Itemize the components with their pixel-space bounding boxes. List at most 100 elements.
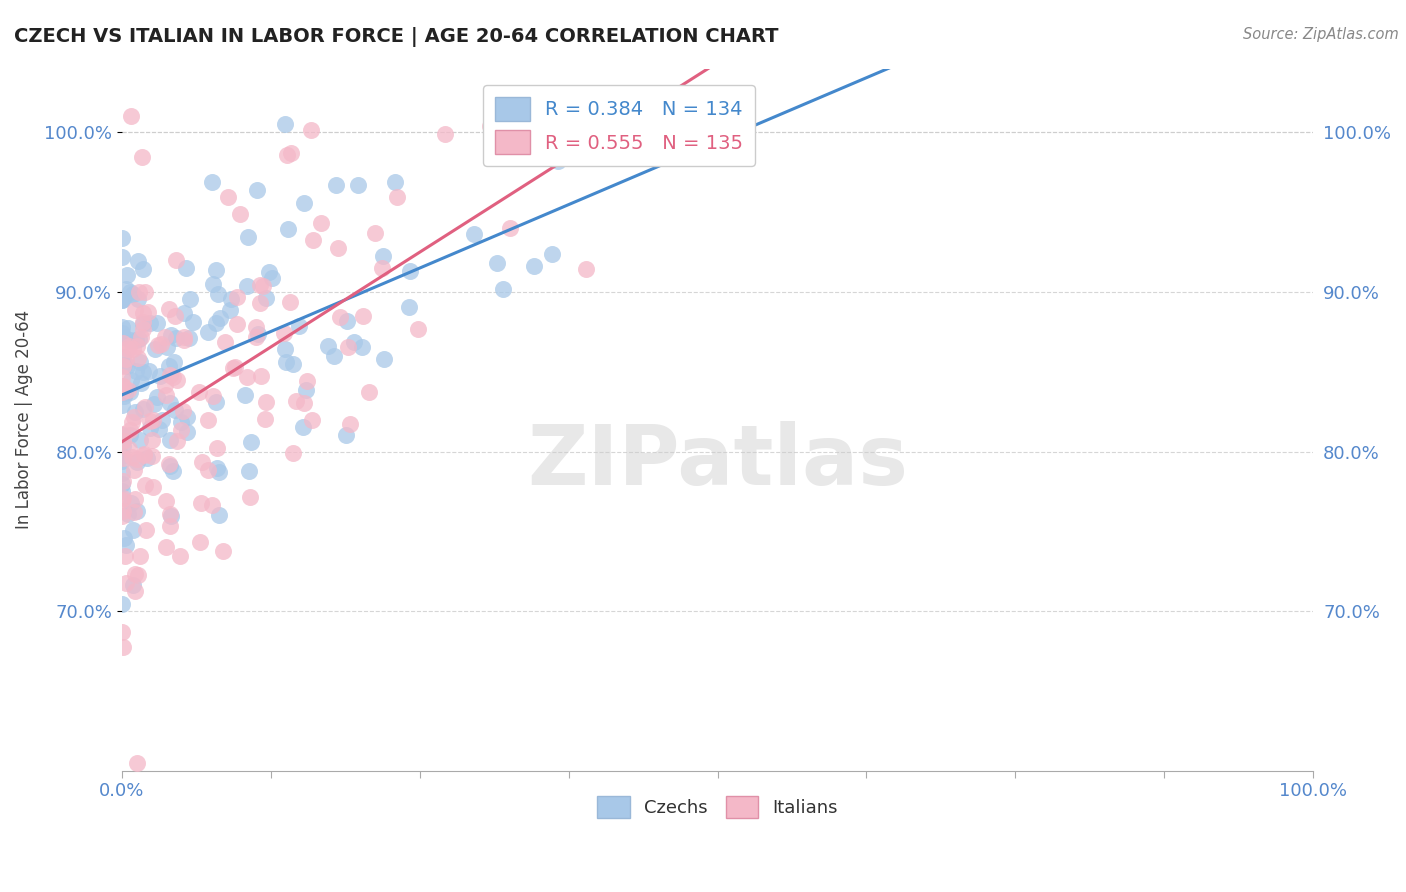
Point [247,326,270,341]
Point [398,264,420,278]
Point [204,395,226,409]
Point [201,389,224,403]
Point [114,549,136,563]
Point [207,287,229,301]
Point [111,450,134,465]
Point [131,365,153,379]
Point [124,302,146,317]
Point [132,322,155,336]
Point [201,498,224,512]
Point [142,480,165,494]
Point [170,423,193,437]
Point [139,421,162,435]
Point [132,402,155,417]
Point [120,109,142,123]
Point [111,477,134,491]
Point [236,229,259,244]
Point [160,509,183,524]
Point [276,148,298,162]
Point [357,385,380,400]
Point [114,282,136,296]
Point [336,313,359,327]
Point [373,249,395,263]
Point [204,316,226,330]
Point [371,260,394,275]
Point [197,325,219,339]
Point [245,183,267,197]
Point [575,261,598,276]
Point [262,270,284,285]
Point [211,544,233,558]
Point [297,374,319,388]
Point [111,597,134,611]
Point [240,435,263,450]
Point [117,321,139,335]
Point [132,315,155,329]
Point [153,330,176,344]
Point [176,425,198,439]
Point [122,410,145,425]
Point [112,359,135,373]
Point [129,433,152,447]
Point [249,277,271,292]
Point [291,420,314,434]
Point [173,329,195,343]
Point [135,523,157,537]
Point [112,531,135,545]
Point [373,352,395,367]
Point [160,328,183,343]
Point [117,508,139,522]
Point [202,277,225,291]
Point [280,294,302,309]
Point [166,373,188,387]
Point [111,504,134,518]
Point [117,442,139,456]
Point [120,496,142,510]
Point [111,483,134,498]
Point [111,379,134,393]
Text: ZIPatlas: ZIPatlas [527,421,908,502]
Point [111,330,134,344]
Point [249,296,271,310]
Point [122,463,145,477]
Point [111,320,134,334]
Point [254,412,277,426]
Point [335,428,357,442]
Point [111,492,134,507]
Point [485,256,508,270]
Point [117,359,139,373]
Point [146,317,169,331]
Point [134,449,156,463]
Point [166,434,188,448]
Point [141,449,163,463]
Point [129,549,152,563]
Point [385,190,408,204]
Point [125,452,148,467]
Point [172,404,194,418]
Point [132,261,155,276]
Point [257,265,280,279]
Point [245,320,267,334]
Point [111,250,134,264]
Point [157,457,180,471]
Point [277,221,299,235]
Point [280,146,302,161]
Point [176,409,198,424]
Point [118,285,141,299]
Point [205,442,228,456]
Point [146,337,169,351]
Point [311,215,333,229]
Point [398,300,420,314]
Point [159,433,181,447]
Point [352,340,374,354]
Point [254,291,277,305]
Point [111,426,134,441]
Point [118,428,141,442]
Point [181,315,204,329]
Point [112,292,135,306]
Point [301,233,323,247]
Point [127,254,149,268]
Point [122,287,145,301]
Point [118,339,141,353]
Point [165,253,187,268]
